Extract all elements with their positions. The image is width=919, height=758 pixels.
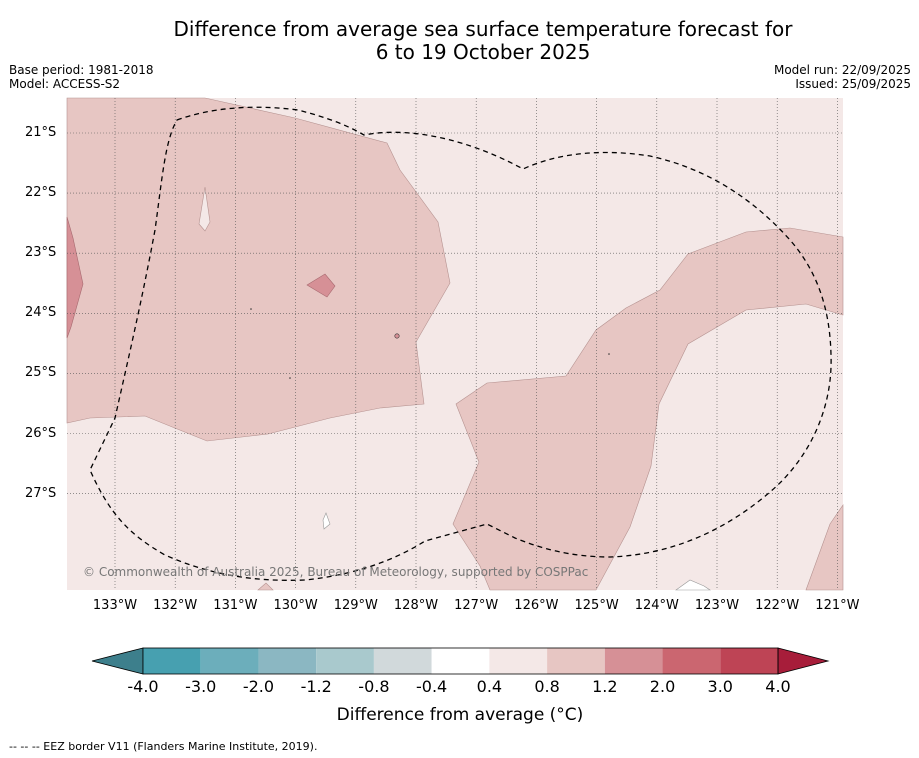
colorbar-tick-label: 0.4	[476, 677, 503, 696]
longitude-label: 131°W	[213, 598, 258, 613]
longitude-label: 133°W	[92, 598, 138, 613]
model-name: Model: ACCESS-S2	[9, 77, 121, 91]
colorbar-segment	[662, 648, 721, 674]
colorbar-segment	[373, 648, 432, 674]
colorbar-extend-high	[777, 647, 830, 675]
anomaly-hole-north	[198, 186, 211, 232]
colorbar-extend-low	[91, 647, 144, 675]
colorbar-segment	[316, 648, 374, 674]
colorbar-segment	[431, 648, 490, 674]
anomaly-hole-bottom-right	[675, 579, 711, 591]
anomaly-region-bottom-patch	[257, 582, 274, 591]
colorbar-label: Difference from average (°C)	[336, 705, 584, 725]
anomaly-dot-4	[608, 353, 610, 355]
longitude-label: 126°W	[514, 598, 559, 613]
colorbar-segment	[720, 648, 778, 674]
title-line-1: Difference from average sea surface temp…	[173, 17, 793, 41]
eez-border	[89, 106, 832, 581]
colorbar-tick-label: 4.0	[765, 677, 791, 696]
latitude-label: 21°S	[25, 125, 57, 140]
colorbar-segment	[258, 648, 317, 674]
issued-date: Issued: 25/09/2025	[795, 77, 911, 91]
copyright-notice: © Commonwealth of Australia 2025, Bureau…	[83, 565, 589, 579]
anomaly-dot-1	[394, 333, 400, 339]
model-run: Model run: 22/09/2025	[773, 63, 911, 77]
latitude-label: 24°S	[25, 305, 57, 321]
colorbar-tick-label: 0.8	[534, 677, 560, 696]
meta-right: Model run: 22/09/2025 Issued: 25/09/2025	[774, 63, 911, 91]
colorbar-segment	[200, 648, 259, 674]
anomaly-dot-2	[250, 308, 252, 310]
latitude-label: 22°S	[25, 185, 57, 201]
colorbar-tick-label: -4.0	[127, 677, 159, 696]
longitude-label: 128°W	[393, 598, 439, 613]
gridlines	[67, 98, 843, 590]
longitude-label: 122°W	[755, 598, 800, 613]
colorbar-tick-label: -3.0	[185, 677, 217, 696]
anomaly-hole-south	[322, 512, 331, 530]
colorbar-tick-label: 2.0	[649, 677, 676, 696]
colorbar-segment	[604, 648, 663, 674]
colorbar-tick-label: -0.4	[416, 677, 448, 696]
latitude-label: 25°S	[25, 365, 57, 381]
latitude-label: 23°S	[25, 245, 57, 261]
anomaly-region-diamond	[306, 273, 336, 298]
colorbar-segment	[143, 648, 201, 674]
colorbar-tick-label: -1.2	[300, 677, 332, 696]
colorbar-tick-label: 3.0	[707, 677, 733, 696]
base-period: Base period: 1981-2018	[9, 63, 154, 77]
anomaly-region-southeast-corner	[805, 504, 844, 591]
latitude-label: 27°S	[25, 485, 57, 501]
colorbar-tick-label: -0.8	[358, 677, 390, 696]
anomaly-region-southeast	[452, 227, 844, 591]
latitude-label: 26°S	[25, 425, 57, 441]
longitude-label: 124°W	[634, 598, 679, 613]
longitude-label: 121°W	[815, 598, 860, 613]
title-line-2: 6 to 19 October 2025	[375, 40, 591, 64]
colorbar-tick-label: 1.2	[592, 677, 618, 696]
anomaly-region-northwest	[66, 97, 451, 442]
colorbar-tick-label: -2.0	[242, 677, 275, 696]
longitude-label: 123°W	[694, 598, 740, 613]
chart-title: Difference from average sea surface temp…	[0, 18, 919, 64]
longitude-label: 130°W	[273, 598, 318, 613]
colorbar-frame	[142, 647, 779, 675]
meta-left: Base period: 1981-2018 Model: ACCESS-S2	[9, 63, 154, 91]
colorbar-segment	[547, 648, 605, 674]
footnote: -- -- -- EEZ border V11 (Flanders Marine…	[9, 740, 318, 753]
longitude-label: 125°W	[574, 598, 619, 613]
longitude-label: 132°W	[153, 598, 198, 613]
longitude-label: 127°W	[454, 598, 499, 613]
anomaly-region-west-edge	[66, 216, 84, 339]
anomaly-dot-3	[289, 377, 291, 379]
colorbar-segment	[489, 648, 548, 674]
longitude-label: 129°W	[333, 598, 378, 613]
